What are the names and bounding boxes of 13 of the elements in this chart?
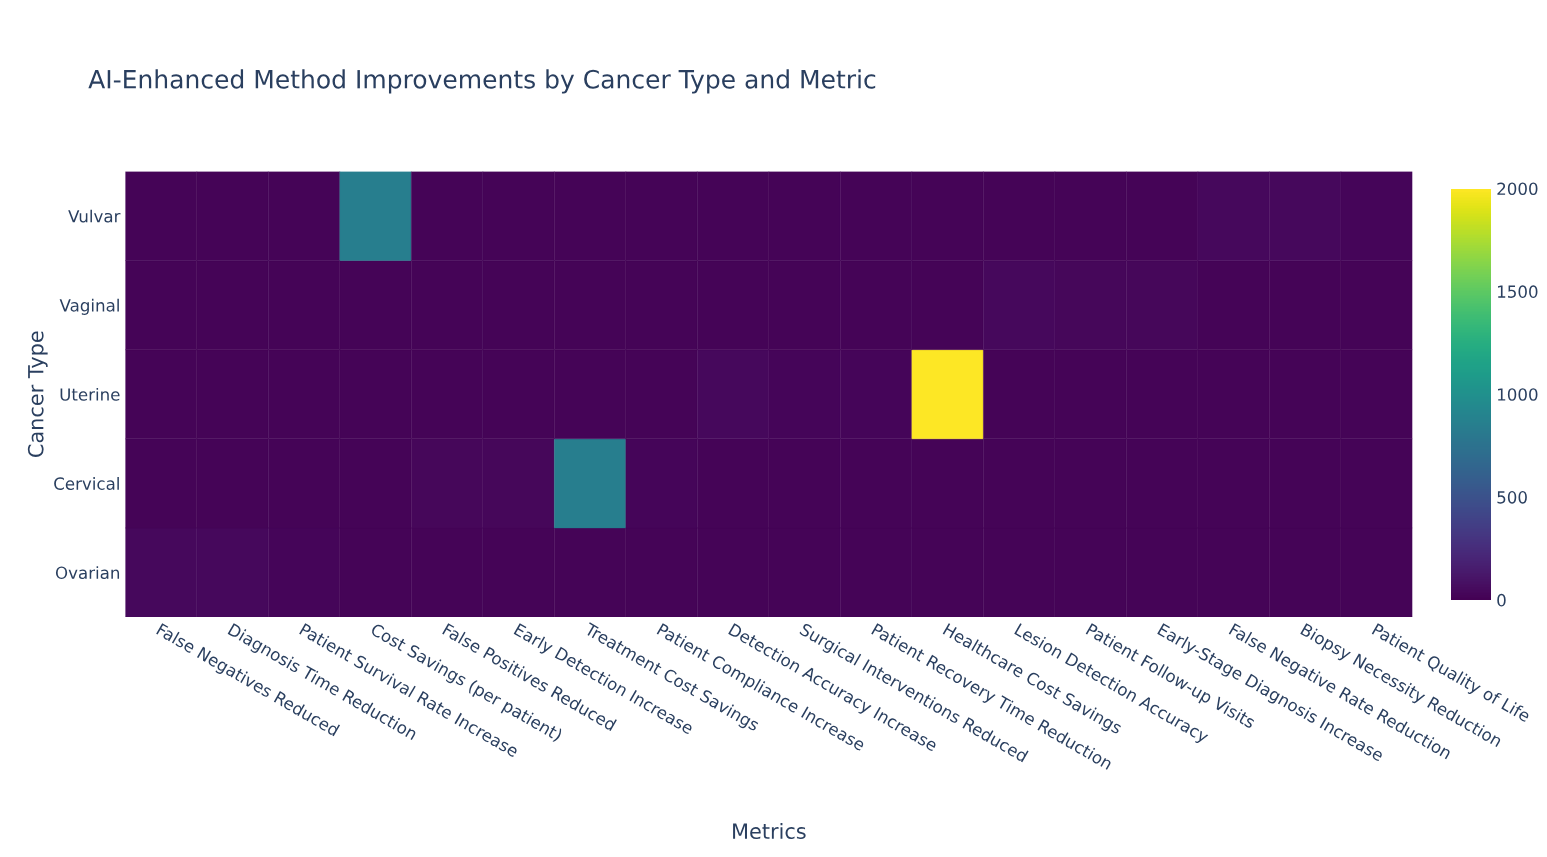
y-axis-title: Cancer Type (27, 331, 48, 457)
y-tick-label: Uterine (60, 387, 120, 401)
y-tick-label: Cervical (54, 477, 119, 490)
chart-title: AI-Enhanced Method Improvements by Cancer Type and Metric (88, 69, 876, 94)
color-bar-label: 1500 (1498, 285, 1538, 298)
y-tick-label: Vulvar (68, 209, 121, 223)
color-bar-label: 0 (1497, 593, 1506, 607)
y-tick-label: Ovarian (55, 566, 120, 580)
color-bar-label: 1000 (1498, 388, 1538, 401)
color-bar-label: 500 (1497, 491, 1527, 504)
x-axis-title: Metrics (733, 822, 806, 840)
y-tick-label: Vaginal (59, 298, 119, 315)
color-bar-label: 2000 (1497, 182, 1538, 196)
